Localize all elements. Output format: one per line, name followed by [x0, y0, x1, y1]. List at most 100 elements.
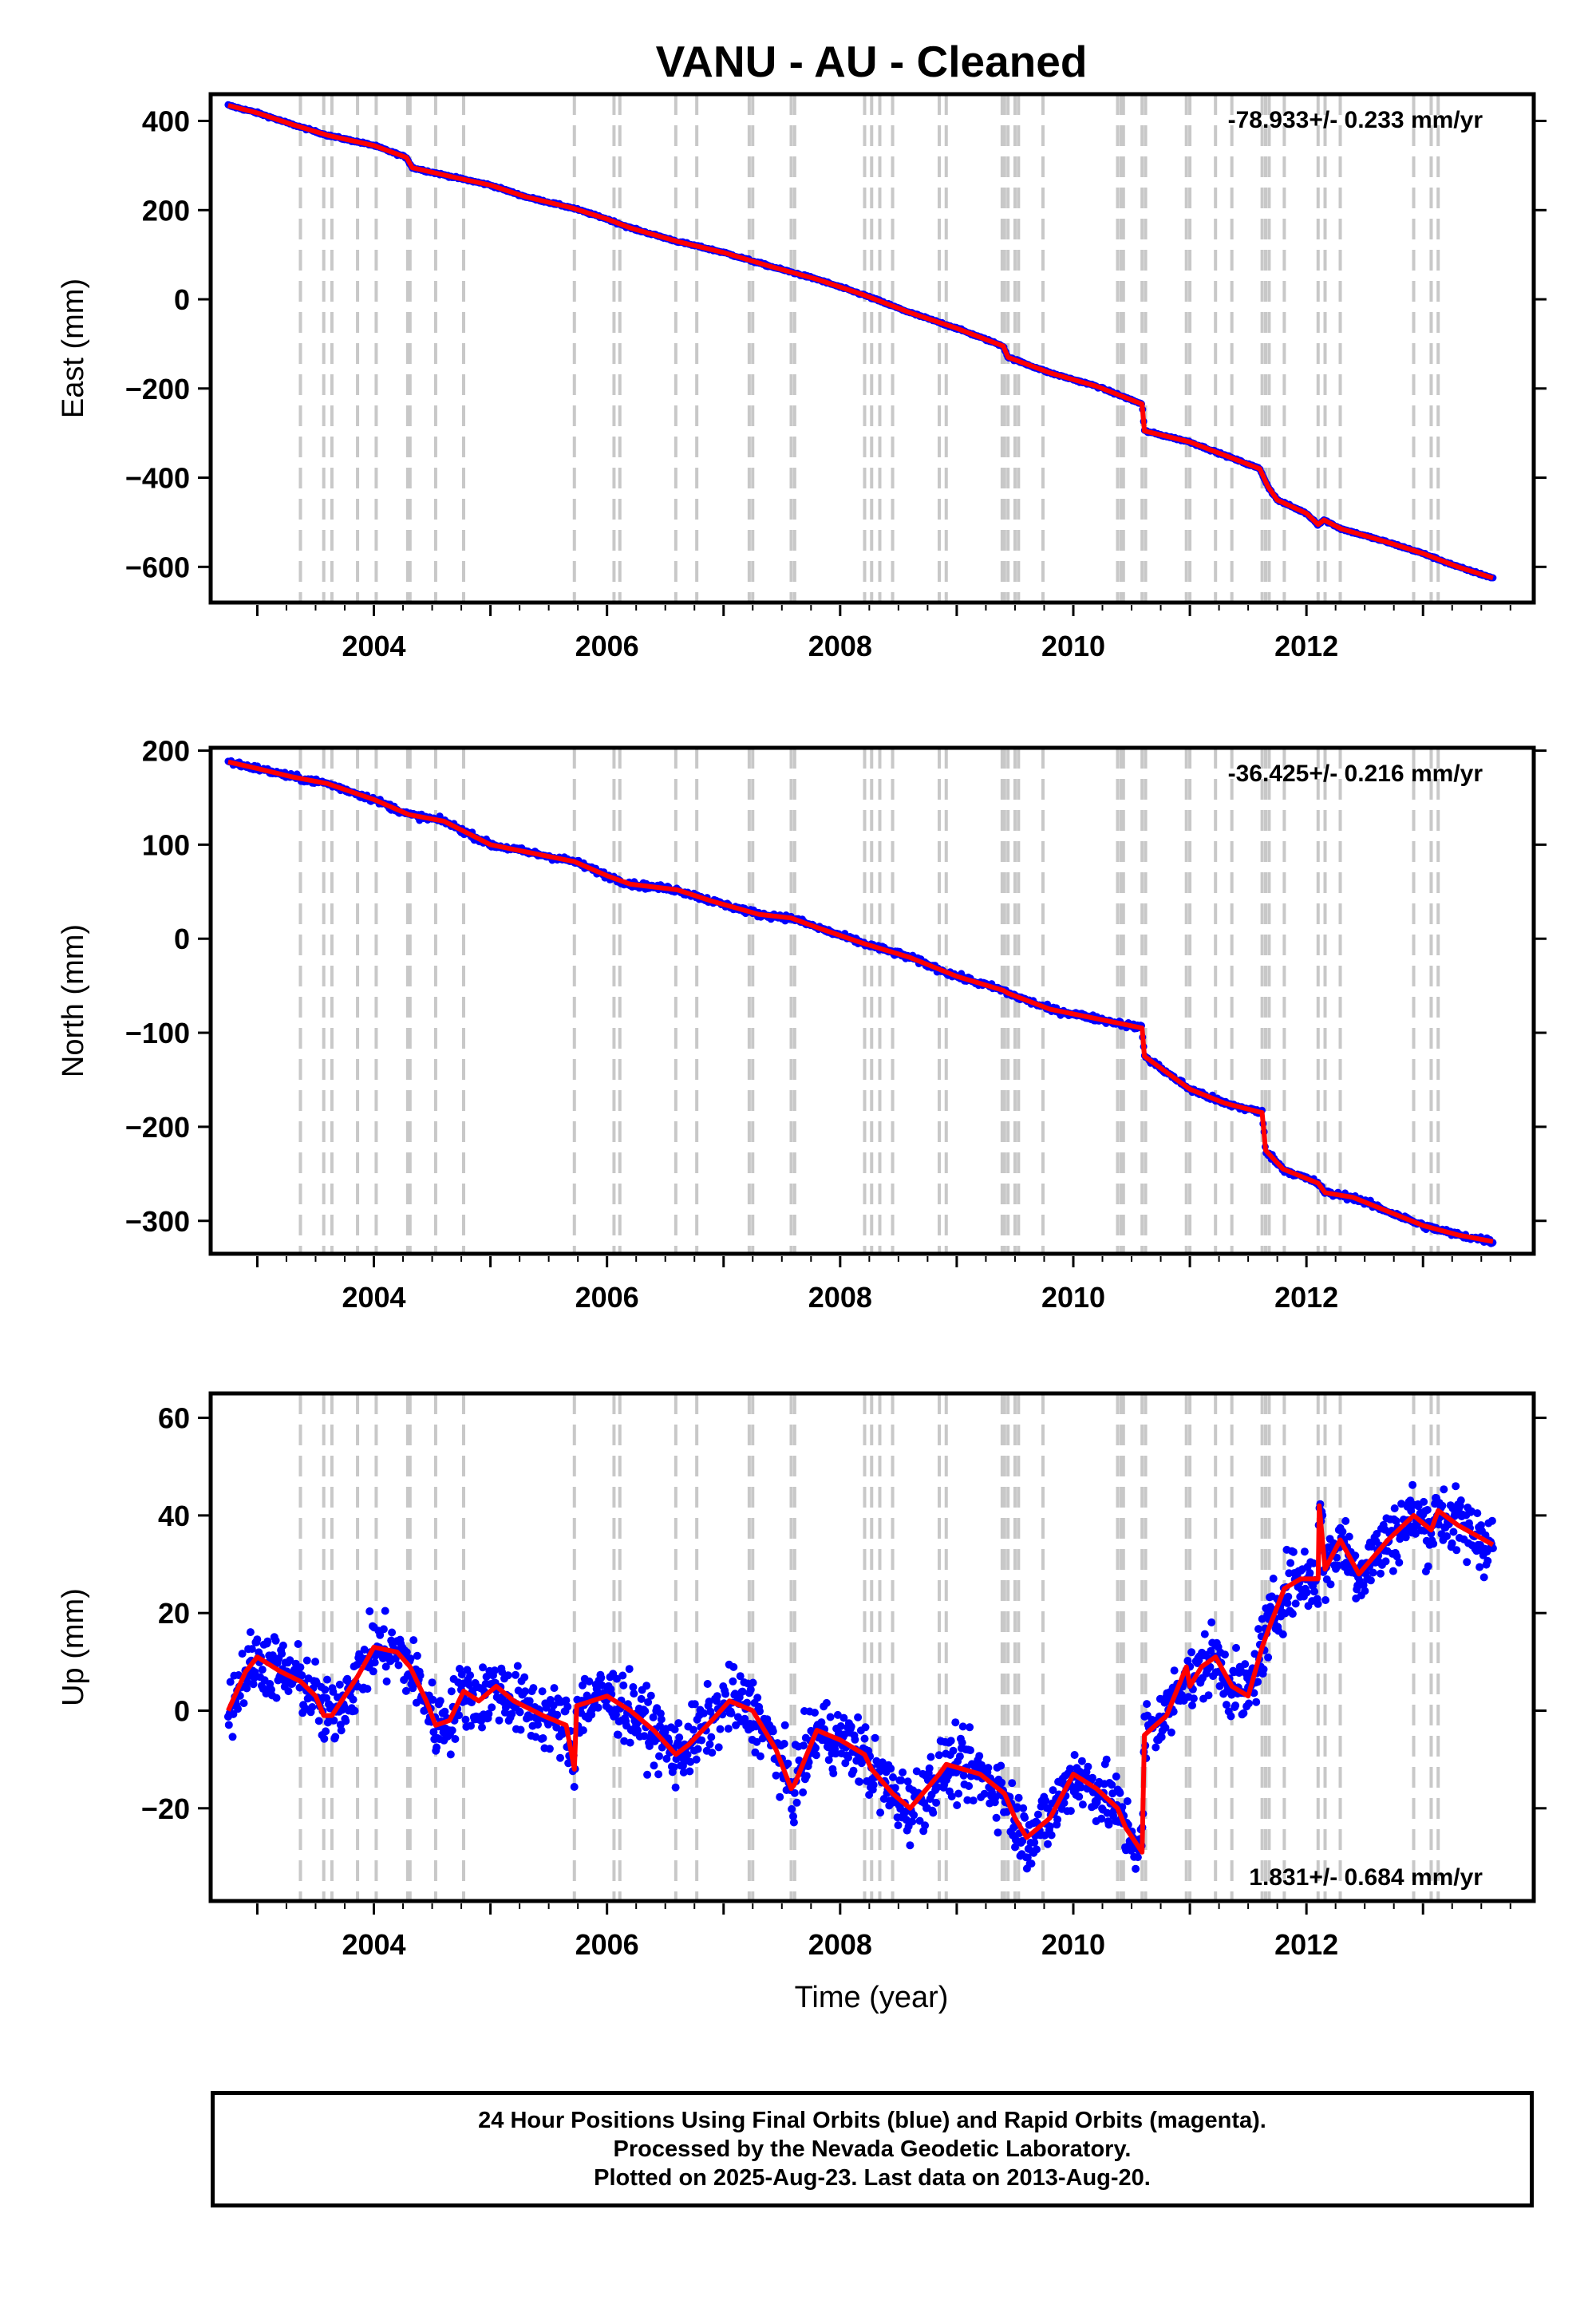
data-point: [1075, 1792, 1084, 1801]
x-tick-label: 2012: [1274, 630, 1338, 662]
data-point: [268, 1651, 277, 1660]
data-point: [1401, 1533, 1410, 1542]
data-point: [556, 1753, 564, 1762]
data-point: [958, 1738, 966, 1747]
data-point: [1023, 1853, 1032, 1862]
data-point: [776, 1792, 784, 1801]
y-tick-label: 0: [174, 923, 190, 955]
data-point: [1161, 1723, 1170, 1732]
data-point: [391, 1654, 400, 1663]
data-point: [224, 1721, 233, 1729]
data-point: [302, 1656, 311, 1665]
data-point: [1045, 1822, 1054, 1831]
data-point: [1289, 1547, 1298, 1556]
data-point: [1019, 1804, 1028, 1812]
data-point: [382, 1677, 391, 1686]
data-point: [436, 1697, 444, 1705]
data-point: [689, 1725, 697, 1734]
data-point: [1112, 1773, 1120, 1780]
data-point: [1097, 1814, 1106, 1823]
data-point: [826, 1713, 835, 1721]
data-point: [650, 1761, 658, 1770]
data-point: [946, 1737, 955, 1745]
data-point: [963, 1796, 972, 1804]
data-point: [284, 1687, 293, 1696]
data-point: [854, 1713, 863, 1721]
data-point: [932, 1798, 941, 1807]
data-point: [1077, 1757, 1086, 1765]
x-tick-label: 2006: [575, 1281, 639, 1314]
data-point: [598, 1681, 606, 1690]
y-axis-label: East (mm): [57, 279, 90, 418]
data-point: [1429, 1539, 1438, 1548]
data-point: [727, 1709, 736, 1717]
data-point: [529, 1684, 538, 1693]
y-tick-label: 400: [142, 105, 190, 138]
x-tick-label: 2006: [575, 1928, 639, 1961]
data-point: [743, 1698, 752, 1707]
data-point: [1306, 1569, 1314, 1577]
data-point: [860, 1734, 869, 1743]
data-point: [1103, 1808, 1112, 1817]
data-point: [1008, 1779, 1017, 1788]
data-point: [1338, 1528, 1347, 1536]
data-point: [360, 1646, 369, 1654]
data-point: [908, 1817, 917, 1826]
data-point: [662, 1754, 671, 1763]
data-point: [912, 1767, 921, 1776]
data-point: [634, 1726, 642, 1735]
data-point: [969, 1796, 978, 1805]
figure-title: VANU - AU - Cleaned: [656, 37, 1088, 86]
x-tick-label: 2004: [342, 1928, 405, 1961]
data-point: [1170, 1666, 1179, 1675]
data-point: [746, 1686, 755, 1694]
data-point: [975, 1752, 984, 1761]
data-point: [926, 1753, 935, 1761]
data-point: [1021, 1813, 1029, 1822]
data-point: [467, 1721, 475, 1730]
data-point: [1189, 1694, 1198, 1703]
data-point: [1314, 1599, 1322, 1608]
data-point: [1367, 1542, 1376, 1551]
data-point: [243, 1684, 251, 1693]
data-point: [1241, 1660, 1250, 1669]
velocity-annotation: -36.425+/- 0.216 mm/yr: [1228, 761, 1483, 787]
data-point: [1452, 1482, 1460, 1491]
x-tick-label: 2012: [1274, 1928, 1338, 1961]
data-point: [337, 1726, 346, 1735]
data-point: [833, 1710, 842, 1719]
data-point: [1232, 1643, 1240, 1652]
data-point: [294, 1640, 302, 1648]
plot-area: [224, 94, 1497, 603]
data-point: [949, 1746, 958, 1755]
data-point: [703, 1680, 712, 1688]
data-point: [1373, 1530, 1381, 1538]
data-point: [1423, 1506, 1432, 1514]
daily-positions: [224, 757, 1497, 1247]
data-point: [708, 1749, 717, 1757]
data-point: [1132, 1864, 1140, 1873]
data-point: [1227, 1712, 1235, 1721]
data-point: [1443, 1531, 1451, 1540]
data-point: [1027, 1860, 1036, 1868]
data-point: [637, 1694, 646, 1703]
data-point: [959, 1771, 968, 1780]
data-point: [388, 1628, 397, 1637]
data-point: [251, 1668, 259, 1677]
data-point: [258, 1666, 267, 1674]
y-tick-label: 40: [158, 1500, 190, 1532]
data-point: [729, 1662, 738, 1671]
data-point: [513, 1662, 522, 1670]
data-point: [984, 1764, 993, 1773]
data-point: [1108, 1780, 1116, 1789]
data-point: [849, 1766, 858, 1775]
data-point: [1002, 1808, 1011, 1816]
up-panel: 60 40 20 0 −20 2004 2006 2008 2010 2012 Up (mm) 1.8…: [57, 1391, 1547, 1961]
data-point: [330, 1716, 338, 1725]
data-point: [451, 1735, 460, 1743]
data-point: [1288, 1610, 1297, 1618]
data-point: [1254, 1678, 1262, 1686]
data-point: [749, 1678, 757, 1687]
y-tick-label: −200: [125, 1111, 190, 1144]
data-point: [788, 1804, 796, 1813]
